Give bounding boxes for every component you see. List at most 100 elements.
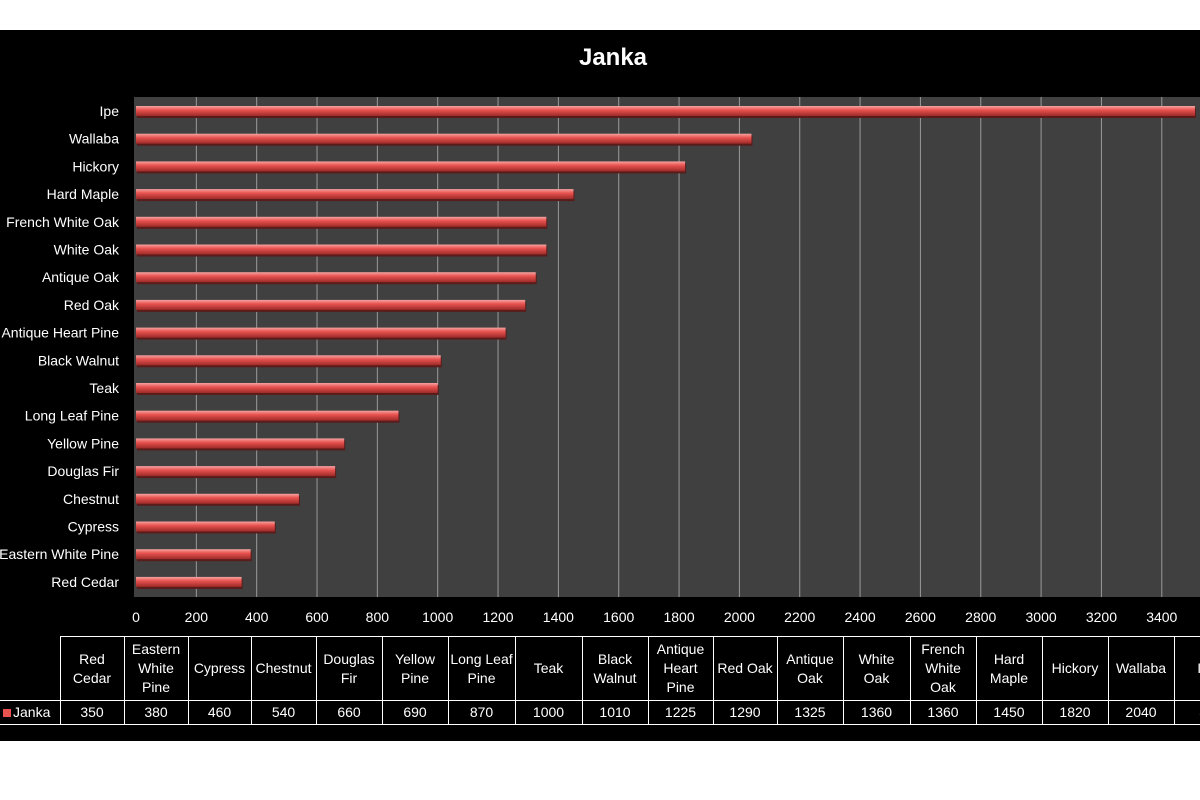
data-table-value: 1325 <box>776 700 844 725</box>
data-table-series-cell: Janka <box>0 700 61 725</box>
gridlines <box>195 97 1163 597</box>
category-labels: Red Cedar Eastern White Pine Cypress Chestn… <box>0 103 120 590</box>
data-table-category: Hickory <box>1041 636 1109 701</box>
category-label: Antique Heart Pine <box>1 325 119 341</box>
x-tick-label: 3000 <box>1026 609 1057 625</box>
x-tick-label: 1800 <box>663 609 694 625</box>
category-label: Long Leaf Pine <box>25 408 119 424</box>
data-table-value-row: Janka 350 380 460 540 660 690 870 1000 1010 1225 1… <box>0 700 1200 725</box>
data-table-category: Yellow Pine <box>381 636 449 701</box>
x-tick-label: 0 <box>132 609 140 625</box>
data-table-category: Long Leaf Pine <box>447 636 516 701</box>
category-label: Red Oak <box>64 297 120 313</box>
bar-hickory <box>136 161 686 172</box>
category-label: Black Walnut <box>38 352 119 368</box>
x-tick-label: 1200 <box>482 609 513 625</box>
category-label: Eastern White Pine <box>0 546 119 562</box>
bar-red-cedar <box>136 576 242 587</box>
x-tick-label: 2600 <box>905 609 936 625</box>
legend-key <box>3 709 11 717</box>
data-table-value: 870 <box>447 700 516 725</box>
category-label: Hickory <box>72 158 119 174</box>
category-label: Douglas Fir <box>47 463 119 479</box>
data-table-category: Antique Heart Pine <box>647 636 714 701</box>
data-table-header-row: Red Cedar Eastern White Pine Cypress Chestn… <box>0 636 1200 701</box>
bar-eastern-white-pine <box>136 549 251 560</box>
x-tick-label: 3400 <box>1146 609 1177 625</box>
category-label: Red Cedar <box>51 574 119 590</box>
data-table: Red Cedar Eastern White Pine Cypress Chestn… <box>0 636 1200 725</box>
data-table-category: White Oak <box>842 636 911 701</box>
category-label: Cypress <box>68 519 119 535</box>
bar-wallaba <box>136 133 752 144</box>
bar-ipe <box>136 106 1195 116</box>
bars <box>136 106 1196 589</box>
data-table-category: Ipe <box>1173 636 1200 701</box>
bar-hard-maple <box>136 189 574 200</box>
bar-cypress <box>136 521 275 532</box>
bar-yellow-pine <box>136 438 345 449</box>
data-table-value: 460 <box>187 700 252 725</box>
data-table-value: 1450 <box>975 700 1043 725</box>
series-name: Janka <box>13 704 51 720</box>
chart-title: Janka <box>578 44 648 71</box>
bar-french-white-oak <box>136 216 547 227</box>
x-tick-label: 800 <box>366 609 390 625</box>
bar-white-oak <box>136 244 547 255</box>
x-tick-label: 2000 <box>724 609 755 625</box>
x-tick-label: 1400 <box>543 609 574 625</box>
data-table-value: 1000 <box>514 700 583 725</box>
category-label: Teak <box>89 380 120 396</box>
bar-red-oak <box>136 299 526 310</box>
data-table-category: Red Cedar <box>59 636 125 701</box>
data-table-category: Douglas Fir <box>315 636 383 701</box>
data-table-value: 1225 <box>647 700 714 725</box>
bar-douglas-fir <box>136 466 336 477</box>
data-table-value: 690 <box>381 700 449 725</box>
data-table-category: Teak <box>514 636 583 701</box>
bar-long-leaf-pine <box>136 410 399 421</box>
data-table-value: 1360 <box>909 700 977 725</box>
bar-black-walnut <box>136 355 441 366</box>
x-tick-label: 400 <box>245 609 269 625</box>
category-label: Yellow Pine <box>47 435 119 451</box>
plot-svg: Red Cedar Eastern White Pine Cypress Chestn… <box>0 97 1200 625</box>
category-label: French White Oak <box>6 214 120 230</box>
x-tick-label: 2800 <box>965 609 996 625</box>
data-table-value: 380 <box>123 700 189 725</box>
data-table-value: 35 <box>1173 700 1200 725</box>
x-tick-label: 2200 <box>784 609 815 625</box>
data-table-category: Eastern White Pine <box>123 636 189 701</box>
data-table-value: 2040 <box>1107 700 1175 725</box>
x-tick-labels: 0 200 400 600 800 1000 1200 1400 1600 1800 2000 220… <box>132 609 1177 625</box>
data-table-value: 350 <box>59 700 125 725</box>
category-label: Hard Maple <box>47 186 120 202</box>
x-tick-label: 600 <box>305 609 329 625</box>
x-tick-label: 2400 <box>845 609 876 625</box>
plot-area <box>134 97 1200 597</box>
x-tick-label: 1600 <box>603 609 634 625</box>
category-label: Antique Oak <box>42 269 120 285</box>
data-table-value: 1010 <box>581 700 649 725</box>
data-table-value: 1360 <box>842 700 911 725</box>
bar-teak <box>136 383 438 393</box>
data-table-category: Antique Oak <box>776 636 844 701</box>
data-table-value: 660 <box>315 700 383 725</box>
bar-antique-oak <box>136 272 536 283</box>
data-table-category: Chestnut <box>250 636 317 701</box>
x-tick-label: 1000 <box>422 609 453 625</box>
bar-antique-heart-pine <box>136 327 506 338</box>
data-table-category: Hard Maple <box>975 636 1043 701</box>
category-label: Chestnut <box>63 491 119 507</box>
data-table-value: 540 <box>250 700 317 725</box>
category-label: Ipe <box>100 103 120 119</box>
data-table-category: Wallaba <box>1107 636 1175 701</box>
category-label: Wallaba <box>69 131 119 147</box>
bar-chestnut <box>136 493 299 504</box>
x-tick-label: 3200 <box>1086 609 1117 625</box>
data-table-category: French White Oak <box>909 636 977 701</box>
data-table-value: 1290 <box>712 700 778 725</box>
category-label: White Oak <box>54 242 120 258</box>
data-table-category: Red Oak <box>712 636 778 701</box>
data-table-value: 1820 <box>1041 700 1109 725</box>
